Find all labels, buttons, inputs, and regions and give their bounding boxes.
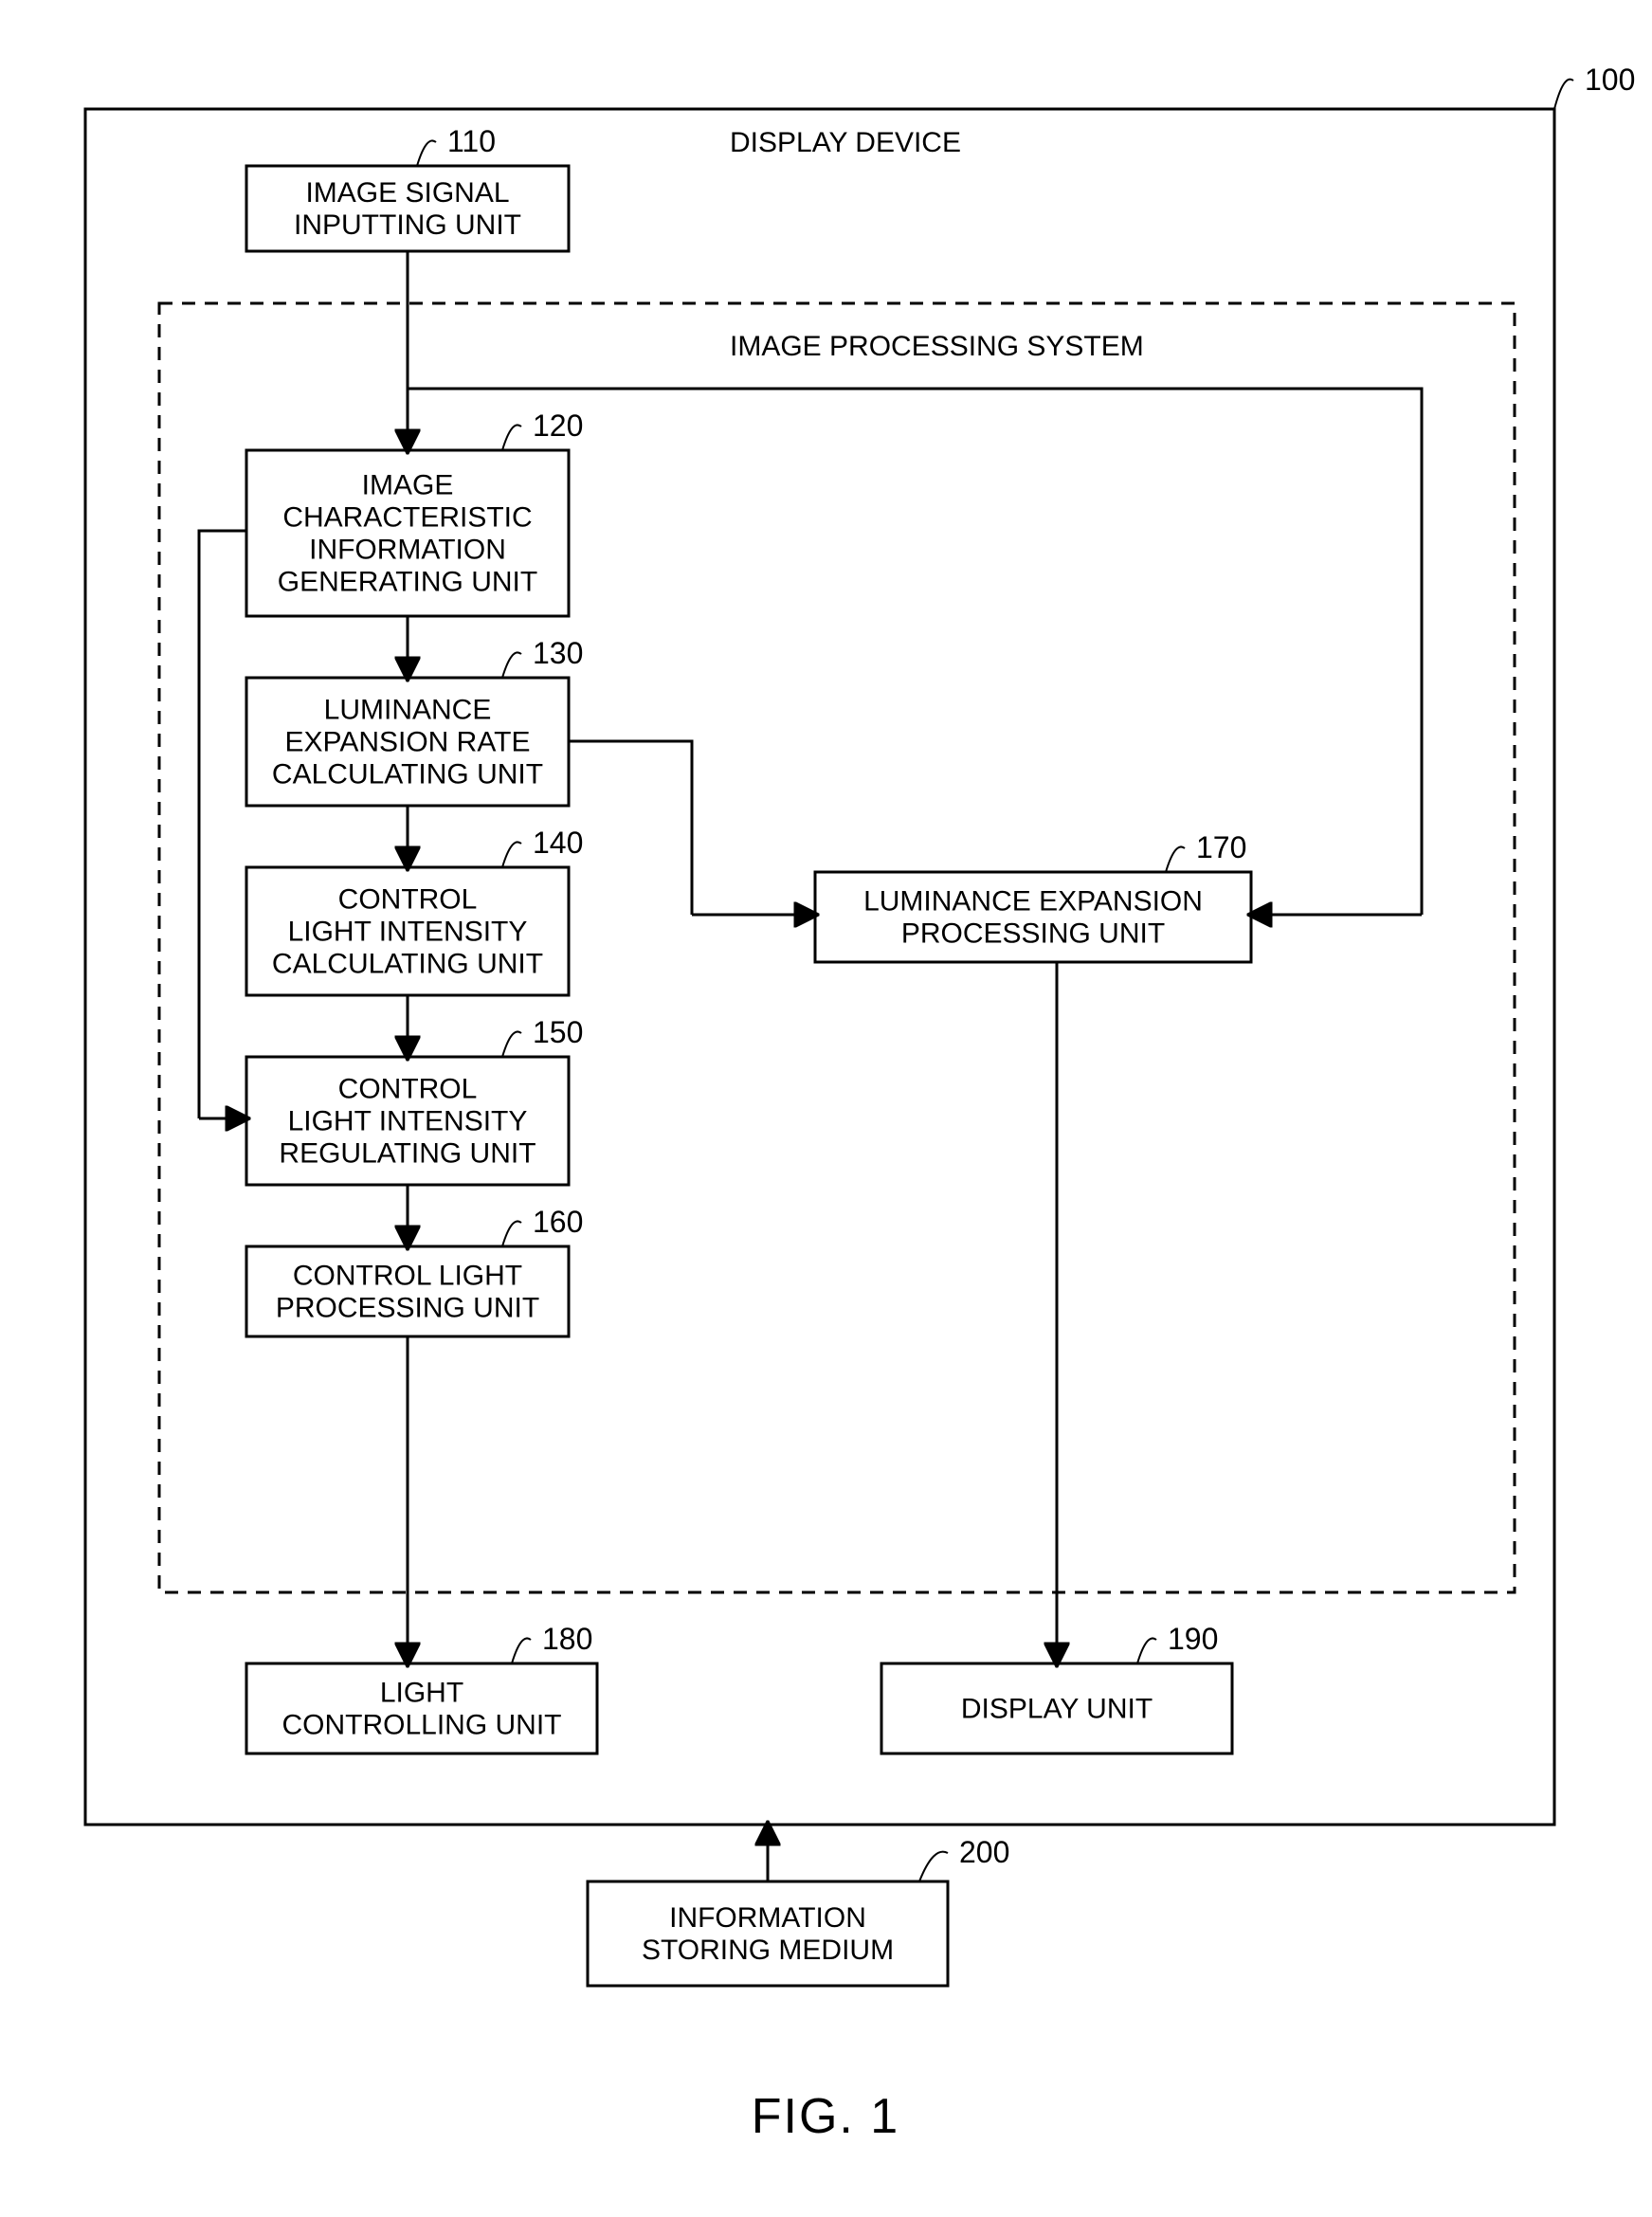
block-b130: LUMINANCEEXPANSION RATECALCULATING UNIT — [246, 678, 569, 806]
block-b170: LUMINANCE EXPANSIONPROCESSING UNIT — [815, 872, 1251, 962]
block-b120: IMAGECHARACTERISTICINFORMATIONGENERATING… — [246, 450, 569, 616]
block-b150-line-1: LIGHT INTENSITY — [288, 1106, 528, 1137]
block-b170-line-1: PROCESSING UNIT — [901, 918, 1165, 950]
refnum-120: 120 — [533, 409, 583, 443]
refnum-170: 170 — [1196, 830, 1246, 864]
image-processing-system-label: IMAGE PROCESSING SYSTEM — [730, 331, 1144, 362]
block-b120-line-0: IMAGE — [362, 470, 454, 501]
block-b170-line-0: LUMINANCE EXPANSION — [863, 886, 1203, 918]
refnum-140: 140 — [533, 826, 583, 860]
leader-160 — [502, 1221, 521, 1246]
block-b190: DISPLAY UNIT — [881, 1663, 1232, 1754]
block-b190-line-0: DISPLAY UNIT — [961, 1694, 1153, 1725]
figure-label: FIG. 1 — [752, 2089, 899, 2144]
refnum-110: 110 — [447, 124, 496, 158]
leader-190 — [1137, 1638, 1156, 1663]
block-b180-line-1: CONTROLLING UNIT — [281, 1710, 561, 1741]
block-b150-line-0: CONTROL — [338, 1074, 478, 1105]
refnum-160: 160 — [533, 1205, 583, 1239]
block-b150: CONTROLLIGHT INTENSITYREGULATING UNIT — [246, 1057, 569, 1185]
leader-200 — [919, 1852, 948, 1881]
leader-150 — [502, 1031, 521, 1057]
block-b110: IMAGE SIGNALINPUTTING UNIT — [246, 166, 569, 251]
leader-100 — [1554, 80, 1573, 109]
refnum-100: 100 — [1585, 63, 1635, 97]
display-device-label: DISPLAY DEVICE — [730, 127, 961, 158]
refnum-130: 130 — [533, 636, 583, 670]
leader-140 — [502, 842, 521, 867]
block-b110-line-1: INPUTTING UNIT — [294, 209, 521, 241]
refnum-180: 180 — [542, 1622, 592, 1656]
p-130-to-170-route — [569, 741, 692, 915]
leader-120 — [502, 425, 521, 450]
storage-line-1: STORING MEDIUM — [642, 1935, 894, 1966]
leader-180 — [512, 1638, 531, 1663]
p-120-to-150-route — [199, 531, 246, 1118]
block-b110-line-0: IMAGE SIGNAL — [305, 177, 509, 209]
block-b120-line-2: INFORMATION — [309, 535, 506, 566]
blocks-group: IMAGE SIGNALINPUTTING UNIT IMAGECHARACTER… — [246, 166, 1251, 1754]
block-b120-line-3: GENERATING UNIT — [278, 567, 537, 598]
block-b180: LIGHTCONTROLLING UNIT — [246, 1663, 597, 1754]
storage-line-0: INFORMATION — [669, 1902, 866, 1934]
block-b140-line-0: CONTROL — [338, 884, 478, 916]
block-b140-line-1: LIGHT INTENSITY — [288, 917, 528, 948]
information-storing-medium: INFORMATIONSTORING MEDIUM — [588, 1881, 948, 1986]
leader-110 — [417, 140, 436, 166]
block-b160: CONTROL LIGHTPROCESSING UNIT — [246, 1246, 569, 1336]
refnum-200: 200 — [959, 1835, 1009, 1869]
refnum-190: 190 — [1168, 1622, 1218, 1656]
block-b140: CONTROLLIGHT INTENSITYCALCULATING UNIT — [246, 867, 569, 995]
block-b160-line-1: PROCESSING UNIT — [276, 1293, 539, 1324]
leader-130 — [502, 652, 521, 678]
diagram-canvas: DISPLAY DEVICE IMAGE PROCESSING SYSTEM I… — [0, 0, 1652, 2217]
block-b160-line-0: CONTROL LIGHT — [293, 1261, 522, 1292]
block-b130-line-1: EXPANSION RATE — [285, 727, 531, 758]
block-b130-line-0: LUMINANCE — [324, 695, 492, 726]
block-b140-line-2: CALCULATING UNIT — [272, 949, 543, 980]
refnum-150: 150 — [533, 1015, 583, 1049]
block-b150-line-2: REGULATING UNIT — [279, 1138, 536, 1170]
block-b120-line-1: CHARACTERISTIC — [282, 502, 532, 534]
block-b130-line-2: CALCULATING UNIT — [272, 759, 543, 790]
leader-170 — [1166, 846, 1185, 872]
block-b180-line-0: LIGHT — [380, 1678, 463, 1709]
